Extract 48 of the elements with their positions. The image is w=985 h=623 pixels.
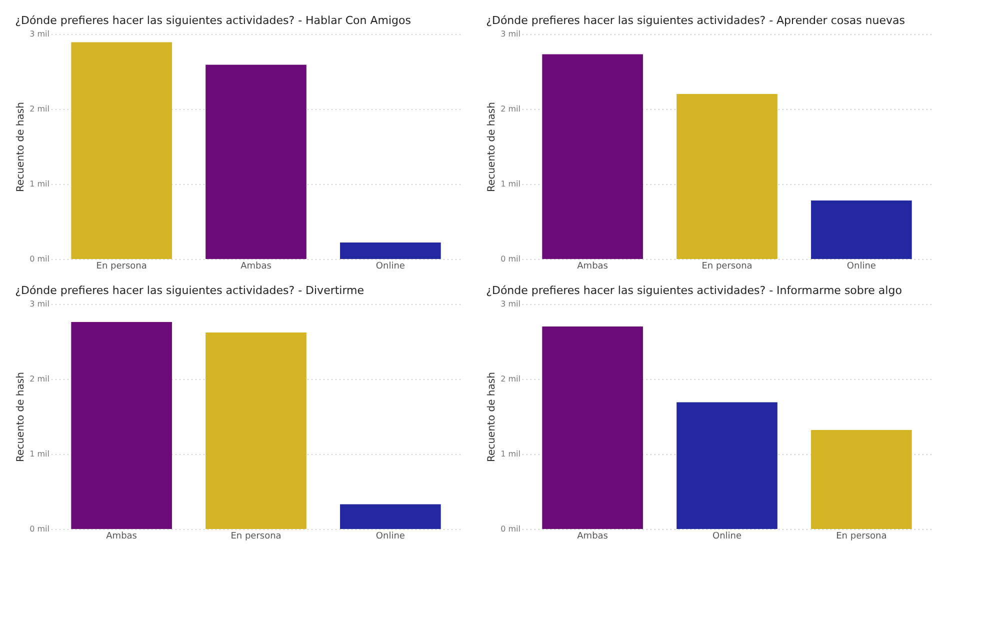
bar bbox=[206, 332, 306, 529]
y-tick-label: 2 mil bbox=[30, 374, 50, 384]
y-axis-title: Recuento de hash bbox=[16, 372, 27, 462]
x-tick-label: Online bbox=[376, 532, 406, 542]
y-axis-title: Recuento de hash bbox=[486, 372, 498, 462]
x-tick-label: En persona bbox=[702, 262, 752, 272]
y-tick-label: 3 mil bbox=[30, 300, 50, 308]
y-tick-label: 0 mil bbox=[500, 254, 520, 264]
chart-title: ¿Dónde prefieres hacer las siguientes actividades? - Aprender cosas nuevas bbox=[486, 14, 906, 27]
x-tick-label: En persona bbox=[836, 532, 887, 542]
y-axis-title: Recuento de hash bbox=[486, 102, 498, 192]
x-tick-label: Online bbox=[712, 532, 742, 542]
y-tick-label: 1 mil bbox=[500, 180, 520, 188]
y-axis-title: Recuento de hash bbox=[16, 102, 27, 192]
bar bbox=[542, 326, 643, 529]
bar bbox=[676, 94, 778, 259]
y-tick-label: 0 mil bbox=[30, 254, 50, 264]
y-tick-label: 1 mil bbox=[30, 180, 50, 188]
chart-title: ¿Dónde prefieres hacer las siguientes actividades? - Informarme sobre algo bbox=[486, 284, 902, 297]
x-tick-label: En persona bbox=[96, 262, 147, 272]
bar bbox=[340, 242, 441, 259]
x-tick-label: Ambas bbox=[577, 532, 608, 542]
x-tick-label: En persona bbox=[230, 532, 282, 542]
y-tick-label: 1 mil bbox=[30, 450, 50, 458]
bar bbox=[811, 200, 912, 259]
y-tick-label: 3 mil bbox=[500, 300, 520, 308]
chart-title: ¿Dónde prefieres hacer las siguientes actividades? - Hablar Con Amigos bbox=[15, 14, 412, 27]
x-tick-label: Ambas bbox=[240, 262, 272, 272]
bar bbox=[542, 54, 643, 259]
x-tick-label: Online bbox=[846, 262, 876, 272]
y-tick-label: 2 mil bbox=[500, 374, 520, 384]
y-tick-label: 2 mil bbox=[500, 104, 520, 114]
chart-title: ¿Dónde prefieres hacer las siguientes actividades? - Divertirme bbox=[15, 284, 364, 297]
x-tick-label: Online bbox=[376, 262, 406, 272]
y-tick-label: 0 mil bbox=[500, 524, 520, 534]
bar bbox=[340, 504, 441, 529]
y-tick-label: 3 mil bbox=[30, 30, 50, 38]
y-tick-label: 1 mil bbox=[500, 450, 520, 458]
y-tick-label: 3 mil bbox=[500, 30, 520, 38]
bar bbox=[811, 430, 912, 529]
y-tick-label: 0 mil bbox=[30, 524, 50, 534]
y-tick-label: 2 mil bbox=[30, 104, 50, 114]
bar bbox=[71, 42, 172, 259]
bar bbox=[676, 402, 778, 529]
bar bbox=[206, 64, 306, 259]
x-tick-label: Ambas bbox=[577, 262, 608, 272]
bar bbox=[71, 322, 172, 529]
x-tick-label: Ambas bbox=[106, 532, 138, 542]
